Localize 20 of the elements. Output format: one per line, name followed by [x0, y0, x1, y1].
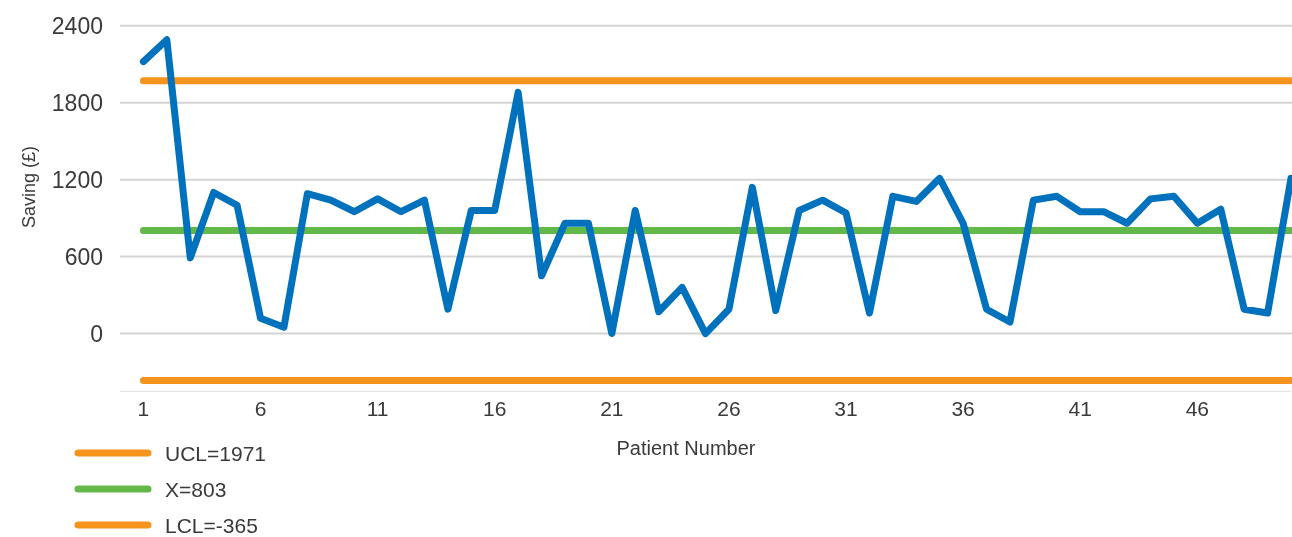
- x-axis-title: Patient Number: [616, 437, 756, 459]
- x-tick-label: 41: [1068, 397, 1092, 420]
- x-tick-label: 11: [366, 397, 389, 420]
- x-tick-label: 46: [1185, 397, 1209, 420]
- legend-label: X=803: [165, 477, 227, 501]
- x-tick-label: 6: [254, 397, 267, 420]
- x-tick-label: 1: [137, 397, 150, 420]
- legend-label: UCL=1971: [165, 441, 266, 465]
- y-tick-label: 1200: [51, 166, 103, 193]
- x-tick-label: 31: [834, 397, 858, 420]
- x-tick-label: 16: [483, 397, 507, 420]
- y-tick-label: 1800: [51, 89, 103, 116]
- y-tick-label: 0: [90, 320, 103, 347]
- x-tick-label: 26: [717, 397, 741, 420]
- x-tick-label: 36: [951, 397, 975, 420]
- y-tick-label: 2400: [51, 12, 103, 39]
- y-axis-title: Saving (£): [19, 145, 39, 229]
- legend-label: LCL=-365: [165, 513, 258, 537]
- x-tick-label: 21: [600, 397, 624, 420]
- y-tick-label: 600: [64, 243, 103, 270]
